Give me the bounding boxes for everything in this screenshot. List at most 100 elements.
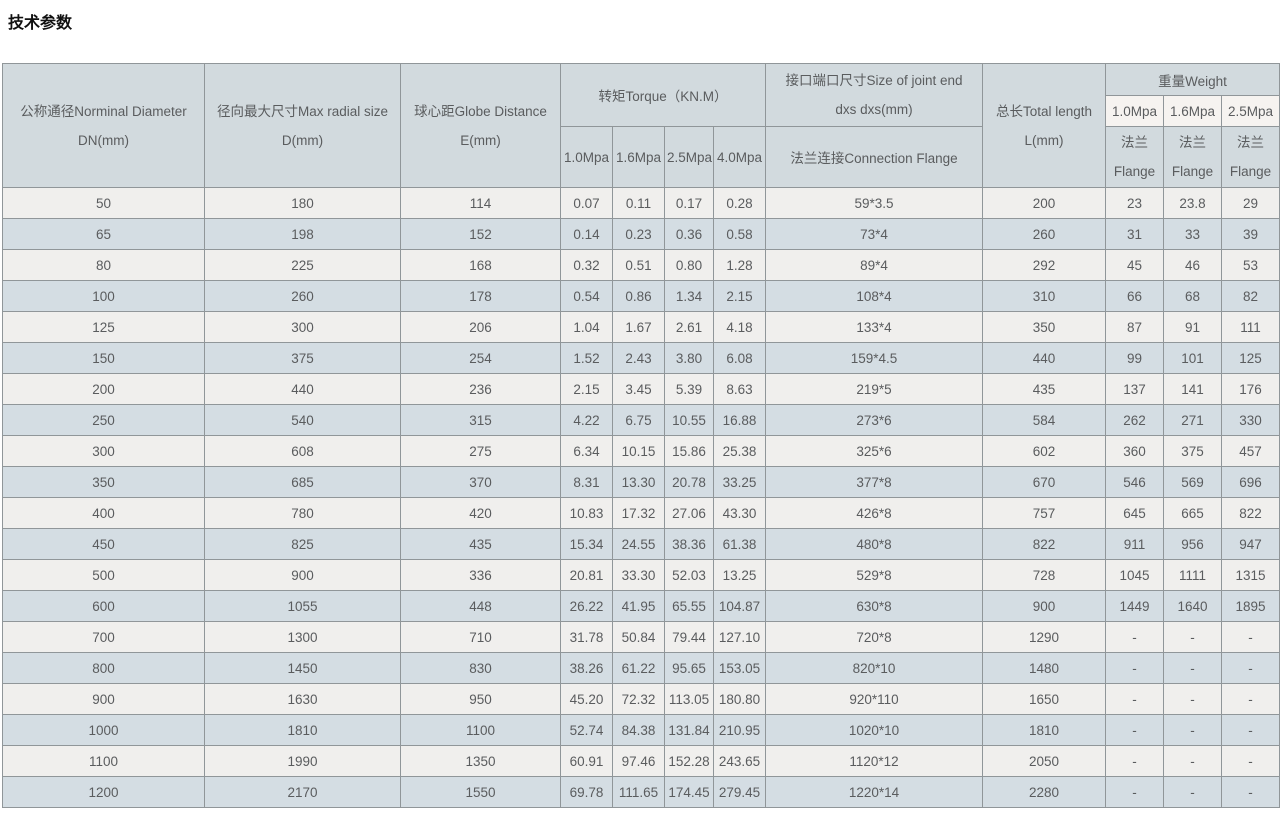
cell: 0.58 (712, 218, 767, 250)
cell: 275 (400, 435, 561, 467)
cell: - (1105, 683, 1165, 715)
cell: 2170 (204, 776, 401, 808)
header-connection-flange: 法兰连接Connection Flange (765, 126, 984, 188)
cell: 330 (1221, 404, 1280, 436)
cell: 133*4 (765, 311, 984, 343)
cell: 529*8 (765, 559, 984, 591)
cell: 822 (982, 528, 1107, 560)
cell: - (1221, 745, 1280, 777)
cell: 80 (2, 249, 205, 281)
cell: 279.45 (712, 776, 767, 808)
header-torque-1-0mpa: 1.0Mpa (560, 126, 613, 188)
table-row: 350 685 370 8.31 13.30 20.78 33.25 377*8 670 546 5… (2, 466, 1280, 498)
cell: 101 (1163, 342, 1223, 374)
cell: 645 (1105, 497, 1165, 529)
cell: 153.05 (712, 652, 767, 684)
cell: 89*4 (765, 249, 984, 281)
header-torque-2-5mpa: 2.5Mpa (664, 126, 714, 188)
header-nominal-diameter-cn: 公称通径Norminal Diameter (20, 103, 187, 119)
cell: 260 (204, 280, 401, 312)
cell: 720*8 (765, 621, 984, 653)
cell: 273*6 (765, 404, 984, 436)
cell: 900 (982, 590, 1107, 622)
cell: 350 (2, 466, 205, 498)
cell: 825 (204, 528, 401, 560)
table-row: 80 225 168 0.32 0.51 0.80 1.28 89*4 292 45 46 53 (2, 249, 1280, 281)
cell: 710 (400, 621, 561, 653)
cell: 176 (1221, 373, 1280, 405)
cell: - (1221, 652, 1280, 684)
header-total-length-unit: L(mm) (1024, 132, 1064, 148)
header-max-radial-size-unit: D(mm) (281, 132, 324, 148)
cell: 125 (2, 311, 205, 343)
cell: 375 (1163, 435, 1223, 467)
cell: 13.30 (612, 466, 665, 498)
table-row: 125 300 206 1.04 1.67 2.61 4.18 133*4 350 87 91 111 (2, 311, 1280, 343)
cell: 900 (2, 683, 205, 715)
cell: 61.38 (712, 528, 767, 560)
cell: 66 (1105, 280, 1165, 312)
cell: 45 (1105, 249, 1165, 281)
cell: 254 (400, 342, 561, 374)
cell: 225 (204, 249, 401, 281)
cell: 1480 (982, 652, 1107, 684)
cell: 0.32 (560, 249, 613, 281)
cell: 15.86 (664, 435, 714, 467)
cell: 180.80 (712, 683, 767, 715)
cell: 8.31 (560, 466, 613, 498)
cell: 15.34 (560, 528, 613, 560)
cell: 20.81 (560, 559, 613, 591)
cell: 38.36 (664, 528, 714, 560)
table-row: 500 900 336 20.81 33.30 52.03 13.25 529*8 728 104… (2, 559, 1280, 591)
cell: 480*8 (765, 528, 984, 560)
cell: - (1105, 745, 1165, 777)
cell: 174.45 (664, 776, 714, 808)
cell: 131.84 (664, 714, 714, 746)
cell: 84.38 (612, 714, 665, 746)
cell: 73*4 (765, 218, 984, 250)
cell: 23.8 (1163, 187, 1223, 219)
cell: 99 (1105, 342, 1165, 374)
cell: 3.45 (612, 373, 665, 405)
cell: 1120*12 (765, 745, 984, 777)
cell: 325*6 (765, 435, 984, 467)
cell: 113.05 (664, 683, 714, 715)
cell: 250 (2, 404, 205, 436)
cell: 665 (1163, 497, 1223, 529)
cell: 26.22 (560, 590, 613, 622)
cell: 1315 (1221, 559, 1280, 591)
cell: 375 (204, 342, 401, 374)
cell: 52.03 (664, 559, 714, 591)
cell: 370 (400, 466, 561, 498)
cell: 0.23 (612, 218, 665, 250)
cell: 800 (2, 652, 205, 684)
cell: 127.10 (712, 621, 767, 653)
cell: 13.25 (712, 559, 767, 591)
cell: 700 (2, 621, 205, 653)
cell: 1290 (982, 621, 1107, 653)
header-weight-1-6mpa: 1.6Mpa (1163, 95, 1223, 127)
cell: - (1163, 621, 1223, 653)
cell: 27.06 (664, 497, 714, 529)
cell: 3.80 (664, 342, 714, 374)
header-flange-cn: 法兰 (1179, 135, 1207, 150)
cell: 0.17 (664, 187, 714, 219)
cell: 900 (204, 559, 401, 591)
cell: 95.65 (664, 652, 714, 684)
cell: 1810 (204, 714, 401, 746)
cell: 200 (2, 373, 205, 405)
table-row: 250 540 315 4.22 6.75 10.55 16.88 273*6 584 262 27… (2, 404, 1280, 436)
cell: 1449 (1105, 590, 1165, 622)
cell: 0.14 (560, 218, 613, 250)
header-nominal-diameter-unit: DN(mm) (78, 132, 129, 148)
cell: - (1163, 714, 1223, 746)
cell: 920*110 (765, 683, 984, 715)
cell: 540 (204, 404, 401, 436)
cell: 159*4.5 (765, 342, 984, 374)
cell: 262 (1105, 404, 1165, 436)
cell: 947 (1221, 528, 1280, 560)
header-flange-cn: 法兰 (1237, 135, 1265, 150)
cell: - (1163, 776, 1223, 808)
cell: 20.78 (664, 466, 714, 498)
cell: 137 (1105, 373, 1165, 405)
